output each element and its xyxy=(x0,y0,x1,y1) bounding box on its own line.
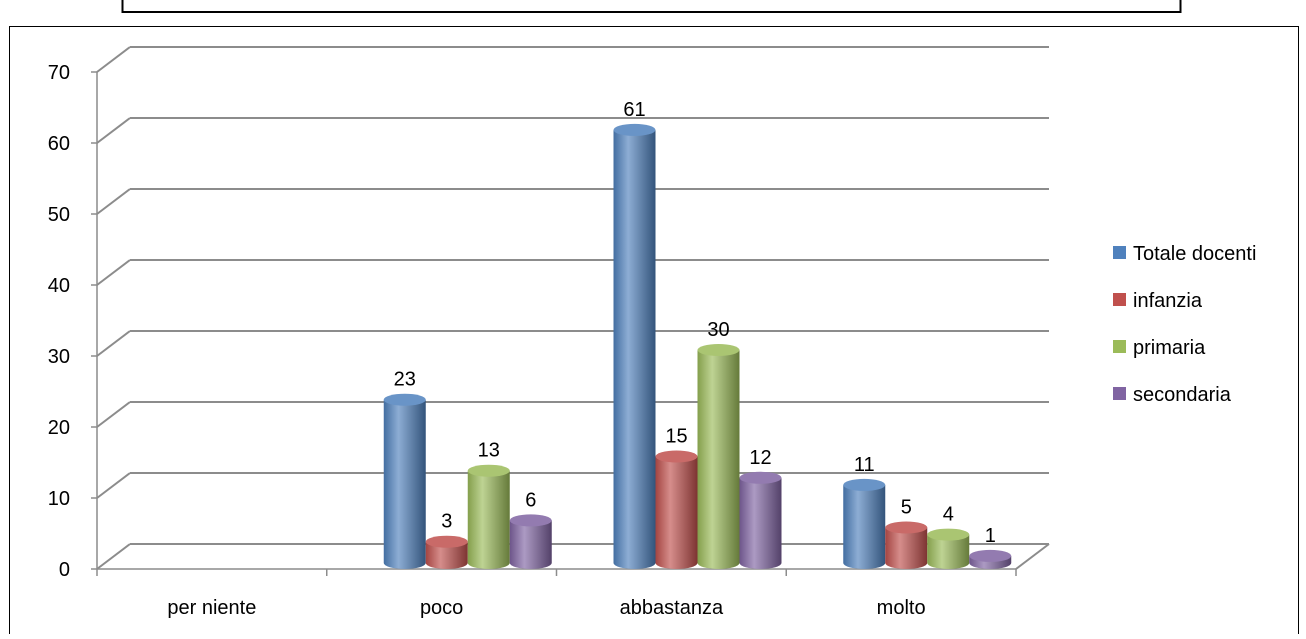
bar-body xyxy=(885,527,928,569)
bar xyxy=(885,521,928,569)
x-tick-label: poco xyxy=(420,597,463,619)
legend-label: infanzia xyxy=(1133,290,1203,312)
gridline-depth xyxy=(96,188,131,215)
bar-top xyxy=(655,450,698,463)
bar-body xyxy=(383,399,426,569)
bar-top xyxy=(425,535,468,548)
gridline-depth xyxy=(96,46,131,73)
gridline-depth xyxy=(96,259,131,286)
bar-top xyxy=(509,514,552,527)
data-label: 23 xyxy=(394,369,416,391)
gridline-depth xyxy=(96,117,131,144)
gridline-depth xyxy=(96,543,131,570)
bar-body xyxy=(843,484,886,569)
bar xyxy=(425,535,468,569)
legend-label: secondaria xyxy=(1133,384,1232,406)
data-label: 1 xyxy=(985,525,996,547)
legend-swatch xyxy=(1113,340,1126,353)
bar xyxy=(843,478,886,569)
x-tick-label: molto xyxy=(877,597,926,619)
title-box xyxy=(121,0,1182,13)
bar-top xyxy=(613,123,656,136)
floor-right-edge xyxy=(1015,543,1050,570)
bar-body xyxy=(655,456,698,569)
bar-body xyxy=(425,541,468,569)
data-label: 3 xyxy=(441,511,452,533)
bar xyxy=(927,528,970,569)
bar xyxy=(969,549,1012,569)
bar xyxy=(739,471,782,569)
legend-swatch xyxy=(1113,246,1126,259)
data-label: 13 xyxy=(478,440,500,462)
y-tick-label: 50 xyxy=(48,204,70,226)
bar-top xyxy=(969,549,1012,562)
data-label: 15 xyxy=(665,426,687,448)
bar-top xyxy=(739,471,782,484)
gridline-depth xyxy=(96,401,131,428)
bar xyxy=(655,450,698,569)
bar xyxy=(613,123,656,569)
legend-swatch xyxy=(1113,387,1126,400)
x-tick-label: per niente xyxy=(167,597,256,619)
bar xyxy=(697,344,740,569)
bar xyxy=(383,393,426,569)
data-label: 30 xyxy=(707,319,729,341)
x-tick-label: abbastanza xyxy=(620,597,724,619)
bar-top xyxy=(697,344,740,356)
bar-body xyxy=(467,470,510,569)
data-label: 12 xyxy=(749,447,771,469)
y-tick-label: 60 xyxy=(48,133,70,155)
bar-top xyxy=(885,521,928,534)
bar xyxy=(509,514,552,569)
data-label: 5 xyxy=(901,497,912,519)
data-label: 11 xyxy=(854,454,875,476)
bar-body xyxy=(697,350,740,569)
y-tick-label: 70 xyxy=(48,62,70,84)
y-tick-label: 40 xyxy=(48,275,70,297)
data-label: 4 xyxy=(943,504,954,526)
legend-label: Totale docenti xyxy=(1133,243,1256,265)
bar-top xyxy=(927,528,970,541)
bar-body xyxy=(509,520,552,569)
bar-top xyxy=(843,478,886,491)
legend-label: primaria xyxy=(1133,337,1206,359)
bar xyxy=(467,464,510,569)
legend-swatch xyxy=(1113,293,1126,306)
y-tick-label: 20 xyxy=(48,417,70,439)
data-label: 6 xyxy=(525,489,536,511)
bar-body xyxy=(613,129,656,569)
bar-top xyxy=(383,393,426,406)
y-tick-label: 30 xyxy=(48,346,70,368)
y-tick-label: 10 xyxy=(48,488,70,510)
gridline-depth xyxy=(96,472,131,499)
gridline-depth xyxy=(96,330,131,357)
data-label: 61 xyxy=(623,99,645,121)
bar-body xyxy=(739,477,782,569)
y-tick-label: 0 xyxy=(59,559,70,581)
bar-body xyxy=(927,534,970,569)
bar-top xyxy=(467,464,510,477)
